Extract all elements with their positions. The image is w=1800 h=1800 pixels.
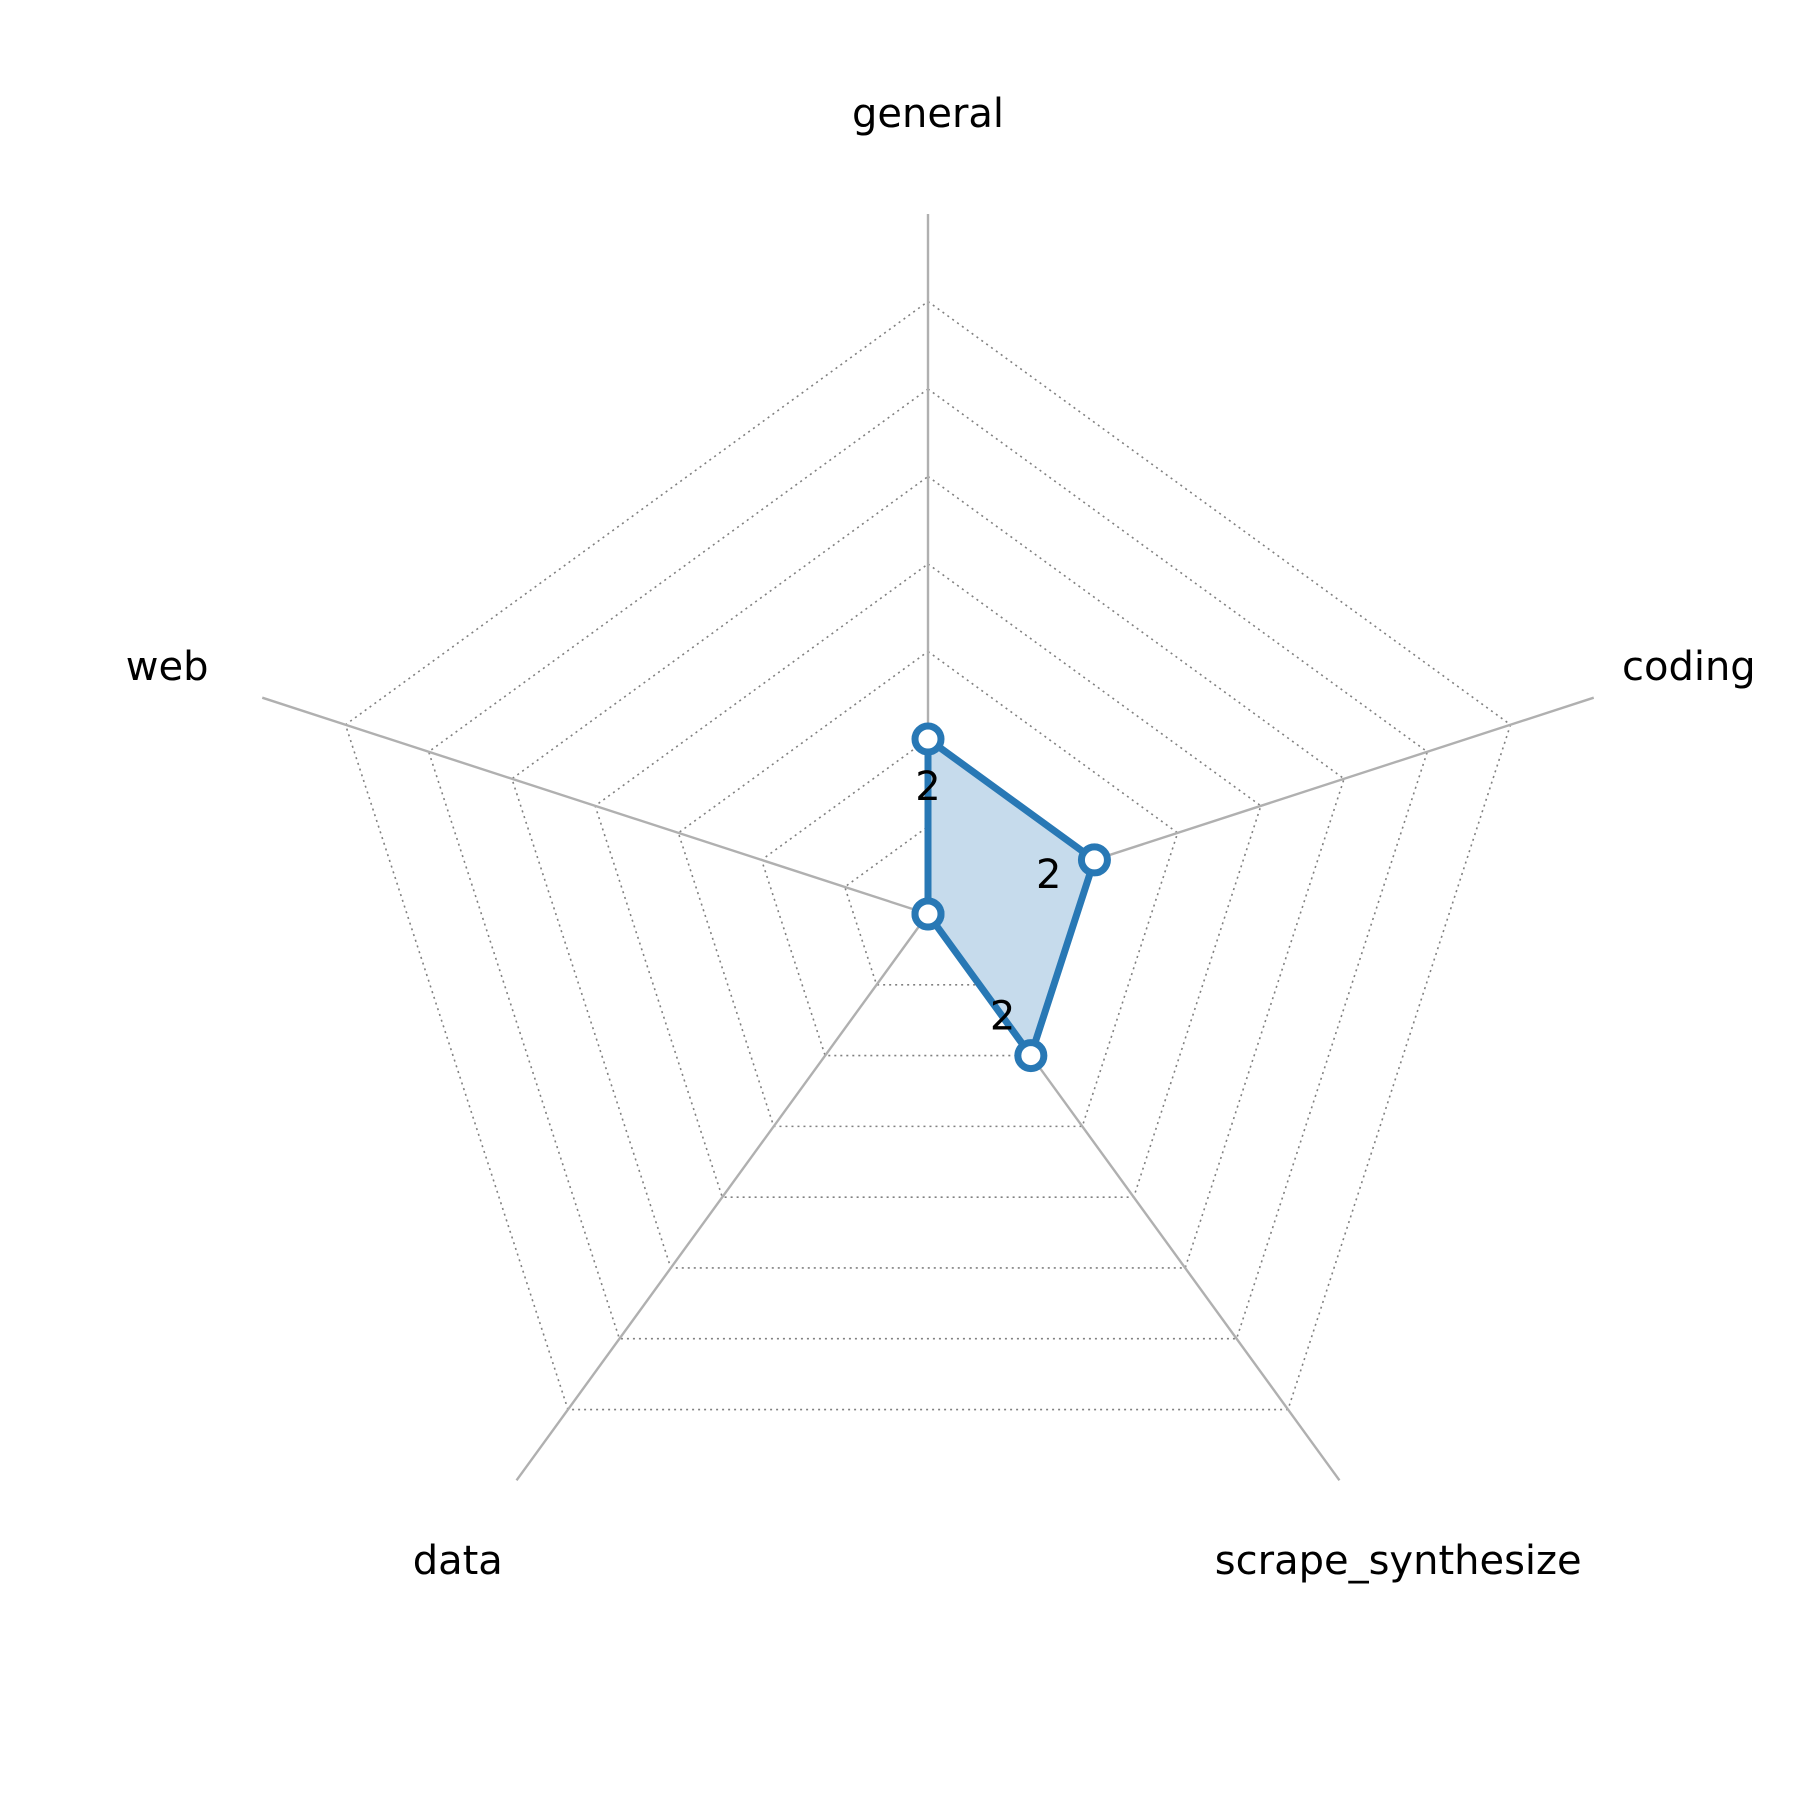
axis-label-general: general xyxy=(852,91,1004,137)
data-point-scrape-synthesize xyxy=(1014,1039,1048,1073)
axis-label-data: data xyxy=(413,1538,503,1584)
grid-ring-4 xyxy=(594,563,1262,1198)
data-labels: 2 2 2 xyxy=(915,764,1061,1040)
axis-label-web: web xyxy=(126,644,209,690)
grid-ring-5 xyxy=(510,475,1346,1269)
grid-ring-7 xyxy=(344,300,1512,1411)
data-label-scrape-synthesize: 2 xyxy=(990,994,1015,1040)
data-point-web xyxy=(911,897,945,931)
spoke-web xyxy=(261,696,929,916)
grid-ring-6 xyxy=(427,388,1429,1340)
data-label-general: 2 xyxy=(915,764,940,810)
grid-ring-3 xyxy=(677,650,1179,1128)
axis-label-coding: coding xyxy=(1622,644,1756,690)
data-point-coding xyxy=(1077,843,1111,877)
data-point-general xyxy=(911,722,945,756)
axis-labels: general coding scrape_synthesize data web xyxy=(126,91,1756,1584)
data-label-coding: 2 xyxy=(1036,852,1061,898)
spoke-data xyxy=(515,913,929,1482)
series-markers xyxy=(911,722,1111,1073)
axis-label-scrape-synthesize: scrape_synthesize xyxy=(1215,1538,1582,1584)
